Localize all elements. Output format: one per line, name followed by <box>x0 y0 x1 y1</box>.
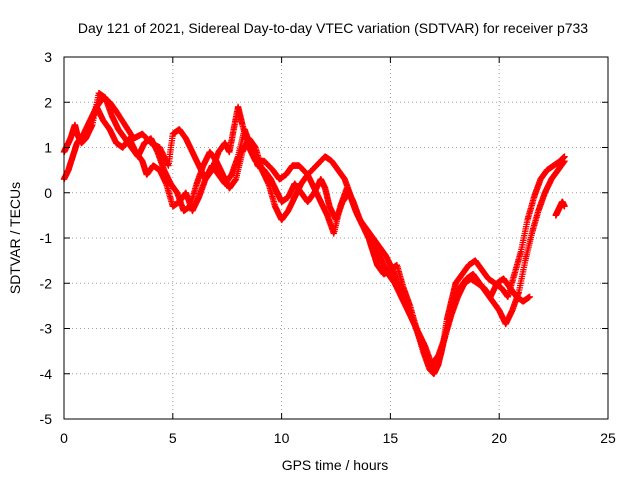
y-tick-label: 0 <box>44 185 52 201</box>
y-tick-label: -5 <box>40 411 53 427</box>
y-tick-label: 3 <box>44 49 52 65</box>
x-tick-labels: 0 5 10 15 20 25 <box>60 430 616 446</box>
x-tick-label: 5 <box>169 430 177 446</box>
x-tick-label: 25 <box>600 430 616 446</box>
y-tick-labels: -5 -4 -3 -2 -1 0 1 2 3 <box>40 49 53 427</box>
y-tick-label: -1 <box>40 230 53 246</box>
y-axis-label: SDTVAR / TECUs <box>7 182 23 294</box>
series-track-A <box>61 95 568 377</box>
x-tick-label: 20 <box>491 430 507 446</box>
sdtvar-chart: Day 121 of 2021, Sidereal Day-to-day VTE… <box>0 0 640 480</box>
x-axis-label: GPS time / hours <box>282 457 389 473</box>
y-tick-label: 1 <box>44 140 52 156</box>
x-tick-label: 15 <box>383 430 399 446</box>
y-tick-label: 2 <box>44 94 52 110</box>
data-marks <box>61 90 568 377</box>
series-track-C <box>83 90 533 368</box>
x-tick-label: 10 <box>274 430 290 446</box>
y-tick-label: -3 <box>40 321 53 337</box>
x-tick-label: 0 <box>60 430 68 446</box>
series-track-D <box>553 199 568 219</box>
y-tick-label: -2 <box>40 275 53 291</box>
series-track-B <box>61 104 568 377</box>
chart-title: Day 121 of 2021, Sidereal Day-to-day VTE… <box>78 20 588 36</box>
y-tick-label: -4 <box>40 366 53 382</box>
